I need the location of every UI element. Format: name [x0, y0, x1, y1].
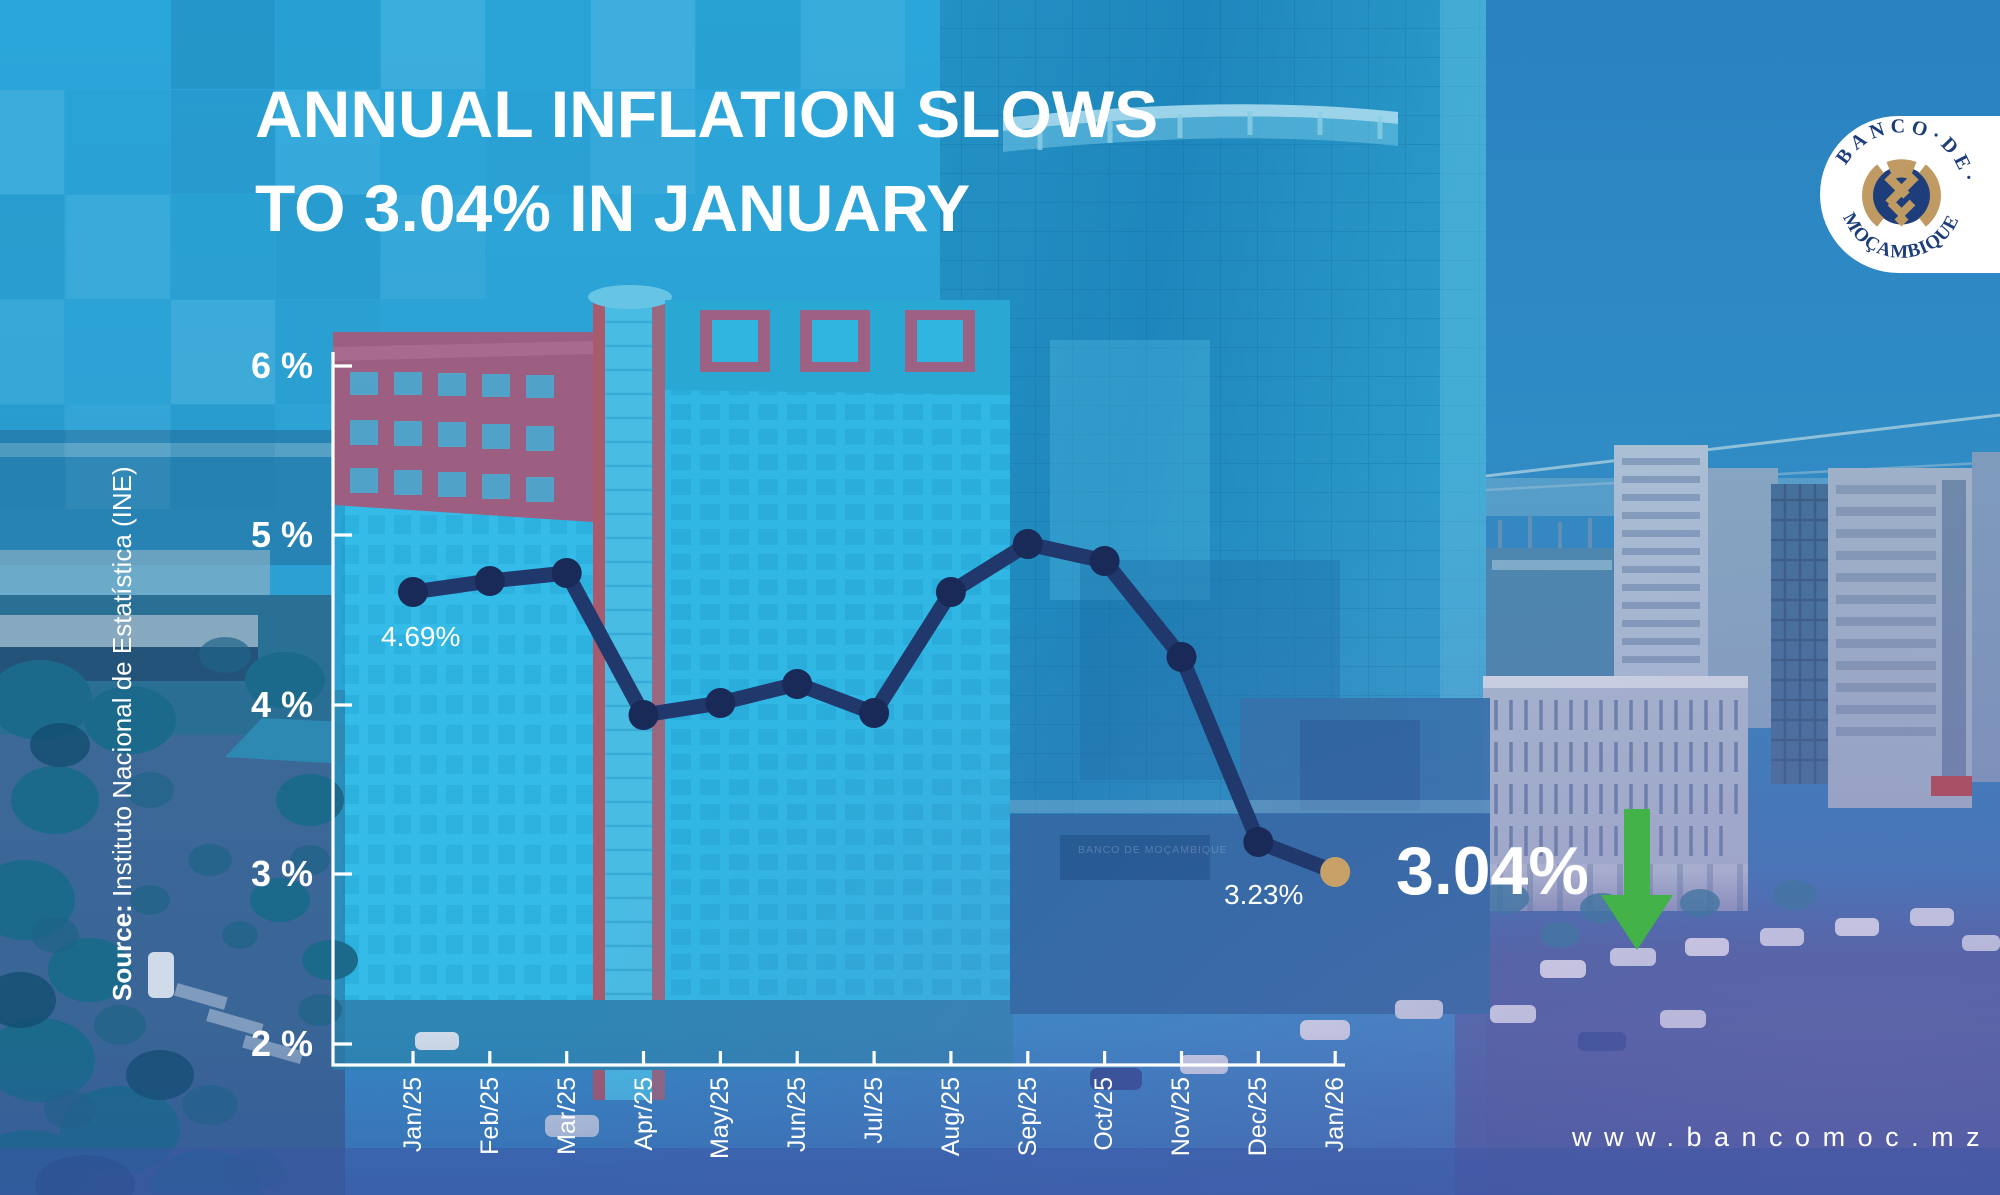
svg-text:TO 3.04% IN JANUARY: TO 3.04% IN JANUARY	[255, 171, 970, 245]
svg-text:Nov/25: Nov/25	[1167, 1077, 1195, 1156]
svg-text:4 %: 4 %	[251, 684, 313, 725]
svg-text:May/25: May/25	[706, 1077, 734, 1159]
svg-text:www.bancomoc.mz: www.bancomoc.mz	[1571, 1122, 1992, 1152]
svg-text:6 %: 6 %	[251, 345, 313, 386]
svg-text:Feb/25: Feb/25	[476, 1077, 504, 1155]
svg-text:Oct/25: Oct/25	[1090, 1077, 1118, 1151]
svg-text:5 %: 5 %	[251, 514, 313, 555]
svg-text:Source: Instituto Nacional de: Source: Instituto Nacional de Estatístic…	[107, 466, 137, 1001]
svg-text:Jan/26: Jan/26	[1321, 1077, 1349, 1152]
svg-text:ANNUAL INFLATION SLOWS: ANNUAL INFLATION SLOWS	[255, 77, 1158, 151]
svg-text:Sep/25: Sep/25	[1014, 1077, 1042, 1156]
svg-text:3 %: 3 %	[251, 853, 313, 894]
svg-text:Jun/25: Jun/25	[783, 1077, 811, 1152]
svg-text:Jan/25: Jan/25	[399, 1077, 427, 1152]
svg-text:3.04%: 3.04%	[1396, 833, 1589, 909]
svg-text:4.69%: 4.69%	[381, 621, 460, 652]
svg-text:3.23%: 3.23%	[1224, 879, 1303, 910]
svg-text:Dec/25: Dec/25	[1244, 1077, 1272, 1156]
svg-text:Aug/25: Aug/25	[937, 1077, 965, 1156]
svg-text:2 %: 2 %	[251, 1023, 313, 1064]
svg-text:Jul/25: Jul/25	[860, 1077, 888, 1144]
svg-text:Mar/25: Mar/25	[553, 1077, 581, 1155]
svg-text:Apr/25: Apr/25	[630, 1077, 658, 1151]
